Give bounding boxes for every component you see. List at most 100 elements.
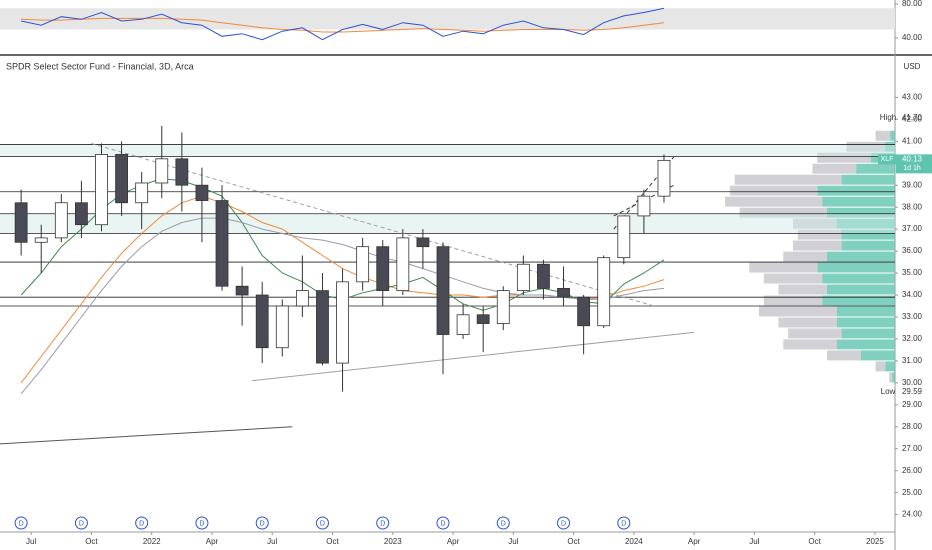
moving-average [20, 217, 665, 395]
high_marker-price: 41.70 [902, 113, 923, 122]
volume-profile-down [778, 284, 827, 295]
candle-body [115, 154, 128, 204]
y-tick-label: 24.00 [902, 510, 923, 519]
volume-profile-down [759, 306, 837, 317]
volume-profile-down [778, 317, 837, 328]
candle-body [537, 263, 550, 289]
y-tick-label: 43.00 [902, 92, 923, 101]
volume-profile-down [817, 152, 871, 163]
zone [0, 144, 895, 157]
volume-profile-down [783, 339, 837, 350]
event-label: D [440, 520, 445, 527]
low_marker-price: 29.59 [902, 387, 923, 396]
volume-profile-up [827, 284, 895, 295]
event-marker [557, 516, 571, 530]
x-tick-label: Oct [85, 537, 98, 546]
volume-profile-up [841, 328, 895, 339]
high_marker-label: High [880, 113, 896, 122]
candle-body [95, 154, 108, 226]
y-tick-label: 41.00 [902, 136, 923, 145]
trendline [252, 331, 695, 382]
y-tick-label: 27.00 [902, 444, 923, 453]
event-marker [195, 516, 209, 530]
volume-profile-up [822, 295, 895, 306]
volume-profile-down [763, 273, 823, 284]
volume-profile-down [734, 174, 842, 185]
rsi-line [20, 7, 665, 41]
y-tick-label: 26.00 [902, 466, 923, 475]
candle-body [637, 195, 651, 217]
rsi-band [0, 8, 895, 30]
x-tick-label: Oct [808, 537, 821, 546]
volume-profile-down [827, 350, 861, 361]
candle-body [215, 200, 229, 287]
candle-body [255, 294, 269, 349]
y-tick-label: 30.00 [902, 378, 923, 387]
volume-profile-down [763, 295, 823, 306]
volume-profile-up [836, 339, 895, 350]
volume-profile-up [890, 130, 895, 141]
event-marker [315, 516, 329, 530]
candle-body [295, 290, 309, 307]
y-tick-label: 37.00 [902, 224, 923, 233]
last-price: 40.13 [902, 154, 923, 163]
volume-profile-up [827, 207, 895, 218]
x-tick-label: 2022 [143, 537, 161, 546]
y-tick-label: 34.00 [902, 290, 923, 299]
volume-profile-up [841, 229, 895, 240]
volume-profile-up [836, 306, 895, 317]
event-label: D [79, 520, 84, 527]
event-label: D [199, 520, 204, 527]
x-tick-label: 2024 [625, 537, 643, 546]
event-label: D [380, 520, 385, 527]
chart-title: SPDR Select Sector Fund - Financial, 3D,… [6, 61, 194, 71]
volume-profile-down [739, 207, 827, 218]
volume-profile-down [812, 163, 857, 174]
y-tick-label: 32.00 [902, 334, 923, 343]
volume-profile-up [822, 196, 895, 207]
candle-body [34, 237, 48, 243]
trendline [0, 426, 293, 445]
x-tick-label: Oct [567, 537, 580, 546]
event-label: D [561, 520, 566, 527]
volume-profile-up [892, 372, 895, 383]
y-tick-label: 35.00 [902, 268, 923, 277]
x-tick-label: Apr [206, 537, 219, 546]
candle-body [396, 237, 410, 292]
candle-body [416, 237, 430, 248]
candle-body [235, 285, 249, 296]
event-marker [255, 516, 269, 530]
volume-profile-down [788, 328, 842, 339]
countdown: 1d 1h [903, 165, 921, 172]
volume-profile-down [729, 185, 818, 196]
volume-profile-down [889, 372, 893, 383]
candle-body [316, 290, 329, 364]
candle-body [557, 288, 570, 298]
candle-body [275, 305, 289, 349]
volume-profile-up [822, 273, 895, 284]
x-tick-label: Jul [749, 537, 759, 546]
event-marker [436, 516, 450, 530]
x-tick-label: Jul [26, 537, 36, 546]
y-tick-label: 25.00 [902, 488, 923, 497]
volume-profile-up [885, 141, 895, 152]
candle-body [456, 314, 470, 335]
event-label: D [260, 520, 265, 527]
event-label: D [19, 520, 24, 527]
rsi-ma [21, 17, 665, 33]
volume-profile-up [856, 163, 895, 174]
candle-body [516, 263, 530, 292]
candle-body [597, 257, 611, 327]
symbol-tag [878, 154, 896, 165]
volume-profile-up [841, 174, 895, 185]
rsi-tick-label: 40.00 [902, 33, 923, 42]
candle-body [155, 158, 169, 184]
volume-profile-up [836, 317, 895, 328]
rsi-tick-label: 80.00 [902, 0, 923, 8]
candle-body [376, 246, 390, 292]
y-tick-label: 31.00 [902, 356, 923, 365]
candle-body [617, 215, 631, 259]
event-label: D [621, 520, 626, 527]
candle-body [356, 246, 370, 283]
